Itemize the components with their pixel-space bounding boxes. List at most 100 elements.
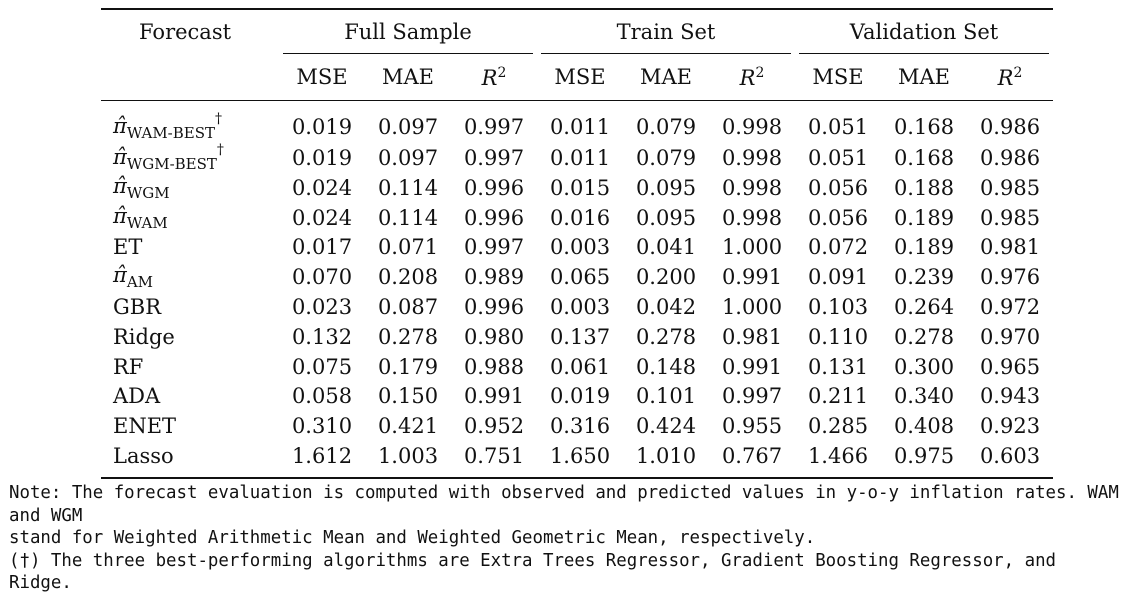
cell-validation-set-r2: 0.985: [979, 205, 1041, 230]
cell-train-set-mae: 0.079: [635, 145, 697, 170]
cell-validation-set-r2: 0.972: [979, 295, 1041, 320]
metric-header-r2: R2: [451, 54, 537, 101]
cell-train-set-mse: 0.015: [549, 175, 611, 200]
row-label-subscript: AM: [126, 273, 154, 292]
cell-full-sample-mse: 0.310: [291, 414, 353, 439]
cell-full-sample-mae: 0.208: [377, 265, 439, 290]
cell-train-set-mae: 0.042: [635, 295, 697, 320]
cell-validation-set-mse: 0.110: [807, 324, 869, 349]
metric-header-row: MSE MAE R2 MSE MAE R2 MSE MAE R2: [101, 54, 1053, 101]
row-label: π̂WAM-BEST†: [101, 101, 279, 142]
group-header-row: Forecast Full Sample Train Set Validatio…: [101, 9, 1053, 54]
cell-full-sample-mae: 0.114: [377, 175, 439, 200]
cell-full-sample-r2: 0.997: [463, 145, 525, 170]
table-row: Lasso 1.612 1.003 0.751 1.650 1.010 0.767 1.466…: [101, 441, 1053, 478]
table-row: ENET 0.310 0.421 0.952 0.316 0.424 0.955 0.285 0…: [101, 411, 1053, 441]
row-label-text: Lasso: [113, 444, 174, 469]
cell-train-set-mse: 0.016: [549, 205, 611, 230]
results-table-body: π̂WAM-BEST† 0.019 0.097 0.997 0.011 0.079 0.99…: [101, 100, 1053, 478]
dagger-mark: †: [215, 111, 222, 127]
metric-header-r2: R2: [709, 54, 795, 101]
cell-full-sample-r2: 0.996: [463, 175, 525, 200]
cell-full-sample-r2: 0.751: [463, 444, 525, 469]
cell-full-sample-mae: 0.421: [377, 414, 439, 439]
cell-full-sample-mse: 0.075: [291, 354, 353, 379]
cell-full-sample-r2: 0.996: [463, 295, 525, 320]
cell-train-set-mae: 0.200: [635, 265, 697, 290]
metric-header-mae: MAE: [382, 65, 434, 89]
cell-train-set-mse: 0.011: [549, 145, 611, 170]
group-header-validation-set: Validation Set: [795, 9, 1053, 54]
metric-header-mse: MSE: [554, 65, 606, 89]
cell-full-sample-mse: 0.070: [291, 265, 353, 290]
cell-full-sample-mae: 1.003: [377, 444, 439, 469]
row-label: ET: [101, 233, 279, 263]
cell-train-set-r2: 1.000: [721, 295, 783, 320]
table-row: π̂WGM 0.024 0.114 0.996 0.015 0.095 0.998 0.056…: [101, 173, 1053, 203]
row-label-subscript: WGM-BEST: [126, 155, 217, 173]
row-label-subscript: WAM: [126, 213, 168, 232]
cell-train-set-r2: 0.998: [721, 205, 783, 230]
cell-train-set-mse: 0.011: [549, 114, 611, 139]
row-label-text: ENET: [113, 414, 177, 439]
cell-validation-set-mae: 0.264: [893, 295, 955, 320]
pi-hat-symbol: π̂: [113, 114, 127, 138]
cell-train-set-mse: 0.003: [549, 235, 611, 260]
cell-full-sample-r2: 0.996: [463, 205, 525, 230]
cell-full-sample-r2: 0.997: [463, 235, 525, 260]
metric-header-mse: MSE: [296, 65, 348, 89]
cell-validation-set-mae: 0.340: [893, 384, 955, 409]
table-row: RF 0.075 0.179 0.988 0.061 0.148 0.991 0.131 0.3…: [101, 352, 1053, 382]
cell-validation-set-mse: 0.091: [807, 265, 869, 290]
results-table: Forecast Full Sample Train Set Validatio…: [101, 8, 1053, 479]
cell-validation-set-r2: 0.976: [979, 265, 1041, 290]
cell-validation-set-mae: 0.975: [893, 444, 955, 469]
row-label: ENET: [101, 411, 279, 441]
cell-train-set-mse: 0.137: [549, 324, 611, 349]
pi-hat-symbol: π̂: [113, 145, 127, 169]
cell-full-sample-r2: 0.997: [463, 114, 525, 139]
cell-full-sample-mae: 0.087: [377, 295, 439, 320]
r2-letter: R: [481, 65, 498, 90]
cell-full-sample-mae: 0.150: [377, 384, 439, 409]
row-label-text: ADA: [113, 384, 161, 409]
cell-train-set-r2: 0.767: [721, 444, 783, 469]
cell-validation-set-r2: 0.985: [979, 175, 1041, 200]
cell-validation-set-mse: 0.056: [807, 205, 869, 230]
r2-exponent: 2: [497, 64, 507, 81]
cell-validation-set-mse: 1.466: [807, 444, 869, 469]
cell-full-sample-mse: 1.612: [291, 444, 353, 469]
row-label-text: RF: [113, 354, 144, 379]
table-row: π̂WGM-BEST† 0.019 0.097 0.997 0.011 0.079 0.99…: [101, 142, 1053, 173]
cell-train-set-mse: 0.061: [549, 354, 611, 379]
table-note: Note: The forecast evaluation is compute…: [9, 482, 1127, 595]
note-line-1: Note: The forecast evaluation is compute…: [9, 483, 1119, 526]
cell-validation-set-r2: 0.943: [979, 384, 1041, 409]
cell-train-set-mse: 0.065: [549, 265, 611, 290]
table-row: Ridge 0.132 0.278 0.980 0.137 0.278 0.981 0.110…: [101, 322, 1053, 352]
cell-train-set-r2: 1.000: [721, 235, 783, 260]
row-label: ADA: [101, 382, 279, 412]
cell-validation-set-mae: 0.168: [893, 145, 955, 170]
row-label-subscript: WGM: [126, 183, 170, 202]
row-label: π̂WGM: [101, 173, 279, 203]
row-label-text: ET: [113, 235, 143, 260]
cell-validation-set-mae: 0.278: [893, 324, 955, 349]
cell-train-set-mae: 0.148: [635, 354, 697, 379]
table-row: π̂WAM 0.024 0.114 0.996 0.016 0.095 0.998 0.056…: [101, 203, 1053, 233]
cell-validation-set-mse: 0.131: [807, 354, 869, 379]
cell-validation-set-mae: 0.300: [893, 354, 955, 379]
r2-exponent: 2: [1013, 64, 1023, 81]
row-label: Lasso: [101, 441, 279, 478]
cell-train-set-mae: 0.041: [635, 235, 697, 260]
metric-header-mae: MAE: [640, 65, 692, 89]
row-label-text: Ridge: [113, 324, 175, 349]
group-header-full-sample: Full Sample: [279, 9, 537, 54]
row-label: π̂WGM-BEST†: [101, 142, 279, 173]
cell-train-set-r2: 0.981: [721, 324, 783, 349]
cell-train-set-r2: 0.997: [721, 384, 783, 409]
cell-validation-set-mse: 0.056: [807, 175, 869, 200]
cell-full-sample-mae: 0.097: [377, 114, 439, 139]
cell-full-sample-mae: 0.179: [377, 354, 439, 379]
metric-header-mae: MAE: [898, 65, 950, 89]
